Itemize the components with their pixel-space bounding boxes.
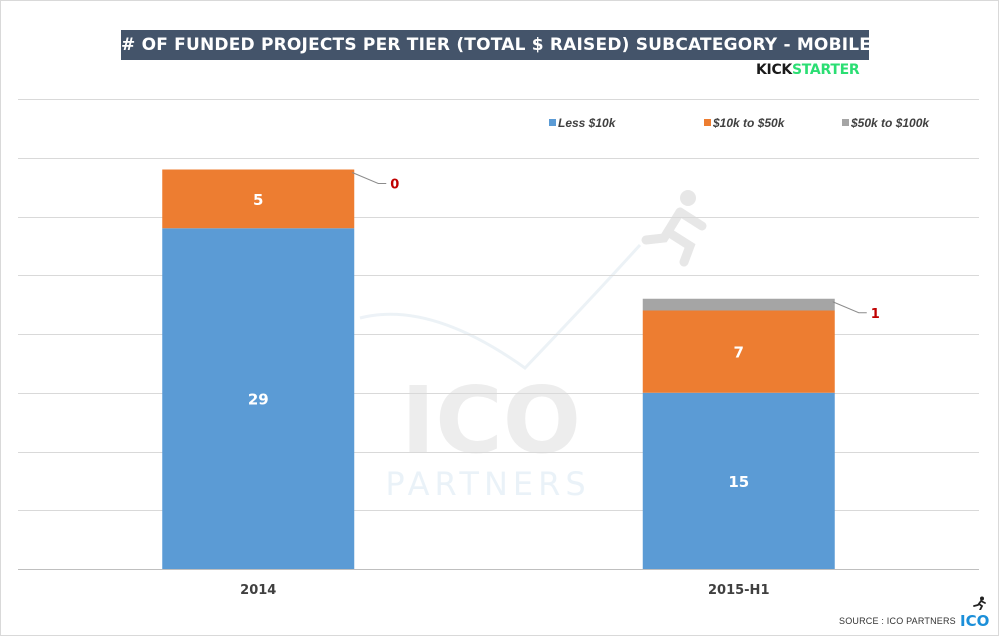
legend-label: $10k to $50k	[712, 116, 786, 130]
watermark-runner-head	[680, 190, 696, 206]
callout-leader-line	[352, 172, 387, 184]
callout-label: 1	[871, 307, 880, 322]
watermark-swoosh	[359, 243, 642, 370]
legend-label: $50k to $100k	[850, 116, 930, 130]
callout-label: 0	[390, 178, 399, 193]
bar-segment-2015-H1-1	[642, 310, 835, 393]
bar-segment-2015-H1-0	[642, 392, 835, 569]
legend-swatch	[549, 119, 556, 126]
data-label: 7	[734, 344, 744, 362]
bar-segment-2014-1	[162, 169, 355, 229]
legend-label: Less $10k	[558, 116, 617, 130]
kickstarter-logo: KICKSTARTER	[756, 62, 860, 78]
watermark-runner-body	[641, 207, 707, 267]
ico-partners-logo: ICO	[960, 596, 990, 630]
kickstarter-logo-part1: KICK	[756, 62, 792, 78]
bar-segment-2015-H1-2	[642, 298, 835, 311]
legend: Less $10k $10k to $50k $50k to $100k	[549, 116, 930, 130]
watermark-text-partners: PARTNERS	[385, 465, 590, 503]
source-note: SOURCE : ICO PARTNERS	[839, 616, 956, 626]
running-man-icon	[973, 596, 986, 610]
bars: 29 5 2014 15 7 2015-H1	[162, 169, 835, 598]
watermark-runner-icon	[641, 190, 707, 267]
callout-leader-line	[832, 301, 867, 314]
legend-swatch	[704, 119, 711, 126]
data-label: 15	[728, 473, 749, 491]
chart-title: # OF FUNDED PROJECTS PER TIER (TOTAL $ R…	[121, 30, 946, 60]
ico-logo-text: ICO	[960, 612, 990, 630]
legend-swatch	[842, 119, 849, 126]
watermark-text-ico: ICO	[401, 367, 581, 474]
x-tick-label: 2015-H1	[708, 583, 770, 598]
bar-segment-2014-0	[162, 228, 355, 569]
data-label: 29	[248, 391, 269, 409]
x-tick-label: 2014	[240, 583, 276, 598]
data-label: 5	[253, 191, 263, 209]
kickstarter-logo-part2: STARTER	[791, 62, 860, 78]
